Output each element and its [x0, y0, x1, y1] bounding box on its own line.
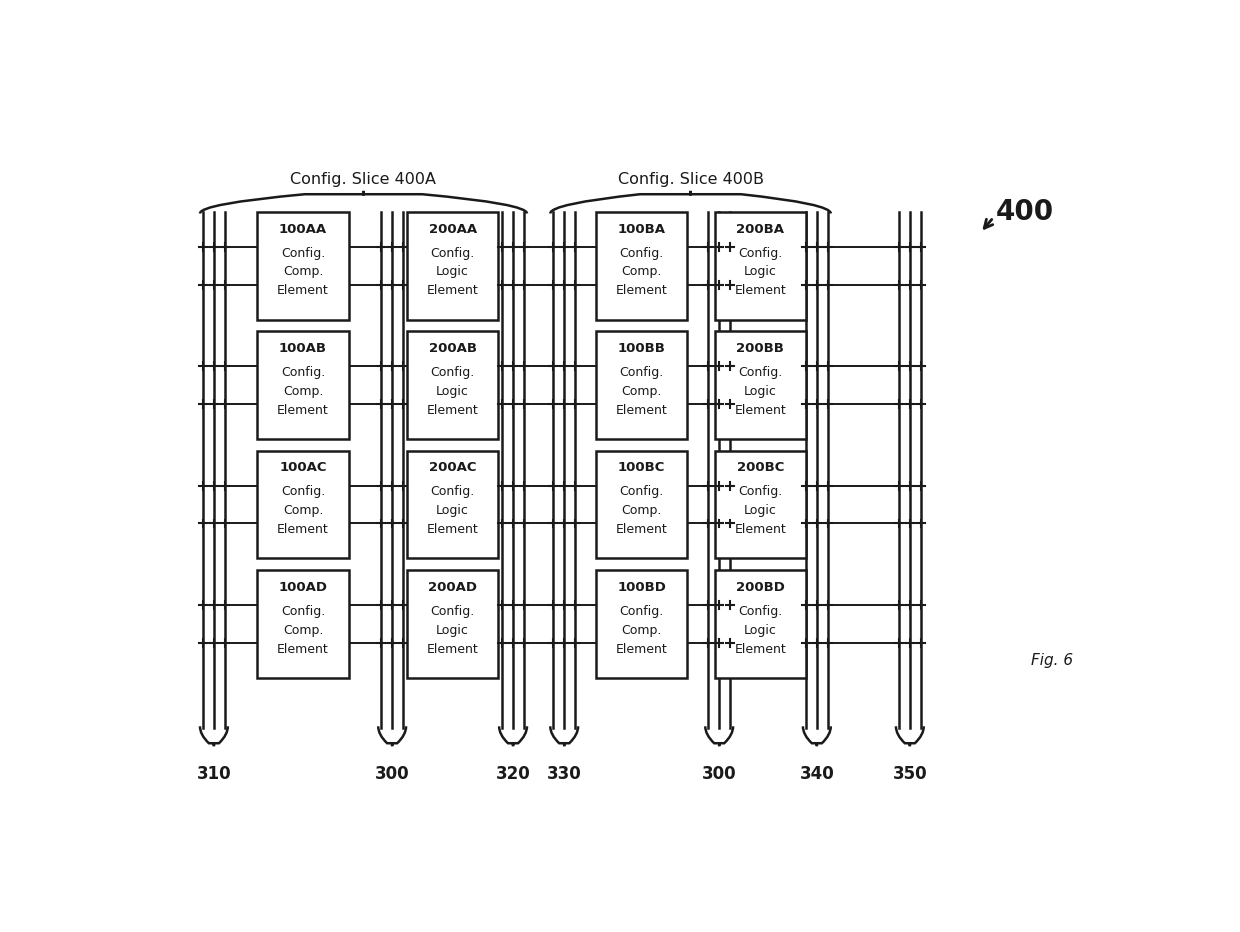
- Text: Config.
Logic
Element: Config. Logic Element: [427, 605, 479, 655]
- Text: Config.
Logic
Element: Config. Logic Element: [427, 366, 479, 417]
- Text: 310: 310: [197, 765, 231, 783]
- Text: Config.
Comp.
Element: Config. Comp. Element: [278, 605, 329, 655]
- Text: Config.
Comp.
Element: Config. Comp. Element: [616, 486, 667, 536]
- Bar: [407, 331, 498, 439]
- Text: Config.
Comp.
Element: Config. Comp. Element: [616, 605, 667, 655]
- Bar: [258, 570, 348, 678]
- Text: 200AB: 200AB: [429, 342, 476, 355]
- Bar: [407, 570, 498, 678]
- Text: 200BC: 200BC: [737, 461, 784, 474]
- Text: Config.
Logic
Element: Config. Logic Element: [734, 366, 786, 417]
- Text: Config.
Logic
Element: Config. Logic Element: [734, 246, 786, 297]
- Text: 100BB: 100BB: [618, 342, 666, 355]
- Text: 100BA: 100BA: [618, 223, 666, 236]
- Bar: [596, 331, 687, 439]
- Text: 300: 300: [374, 765, 409, 783]
- Text: 100AD: 100AD: [279, 581, 327, 594]
- Text: 200BD: 200BD: [735, 581, 785, 594]
- Text: 100AB: 100AB: [279, 342, 327, 355]
- Text: Config.
Logic
Element: Config. Logic Element: [734, 486, 786, 536]
- Bar: [714, 212, 806, 320]
- Text: Fig. 6: Fig. 6: [1030, 652, 1073, 667]
- Bar: [258, 331, 348, 439]
- Bar: [596, 212, 687, 320]
- Text: 200AC: 200AC: [429, 461, 476, 474]
- Text: Config.
Comp.
Element: Config. Comp. Element: [616, 366, 667, 417]
- Text: 100BC: 100BC: [618, 461, 666, 474]
- Text: 350: 350: [893, 765, 928, 783]
- Bar: [714, 451, 806, 558]
- Text: 300: 300: [702, 765, 737, 783]
- Text: 100AA: 100AA: [279, 223, 327, 236]
- Text: Config. Slice 400A: Config. Slice 400A: [290, 171, 436, 186]
- Text: Config.
Logic
Element: Config. Logic Element: [427, 246, 479, 297]
- Text: Config.
Comp.
Element: Config. Comp. Element: [278, 246, 329, 297]
- Text: Config.
Comp.
Element: Config. Comp. Element: [278, 486, 329, 536]
- Text: 200BB: 200BB: [737, 342, 784, 355]
- Text: 200BA: 200BA: [737, 223, 784, 236]
- Bar: [596, 570, 687, 678]
- Text: 200AD: 200AD: [428, 581, 477, 594]
- Bar: [596, 451, 687, 558]
- Text: Config.
Comp.
Element: Config. Comp. Element: [616, 246, 667, 297]
- Text: 320: 320: [496, 765, 531, 783]
- Text: 100AC: 100AC: [279, 461, 327, 474]
- Bar: [258, 451, 348, 558]
- Bar: [407, 212, 498, 320]
- Bar: [407, 451, 498, 558]
- Text: Config. Slice 400B: Config. Slice 400B: [618, 171, 764, 186]
- Text: 330: 330: [547, 765, 582, 783]
- Bar: [714, 570, 806, 678]
- Text: Config.
Comp.
Element: Config. Comp. Element: [278, 366, 329, 417]
- Bar: [258, 212, 348, 320]
- Text: 200AA: 200AA: [429, 223, 476, 236]
- Text: 340: 340: [800, 765, 835, 783]
- Bar: [714, 331, 806, 439]
- Text: Config.
Logic
Element: Config. Logic Element: [734, 605, 786, 655]
- Text: Config.
Logic
Element: Config. Logic Element: [427, 486, 479, 536]
- Text: 100BD: 100BD: [618, 581, 666, 594]
- Text: 400: 400: [996, 198, 1054, 226]
